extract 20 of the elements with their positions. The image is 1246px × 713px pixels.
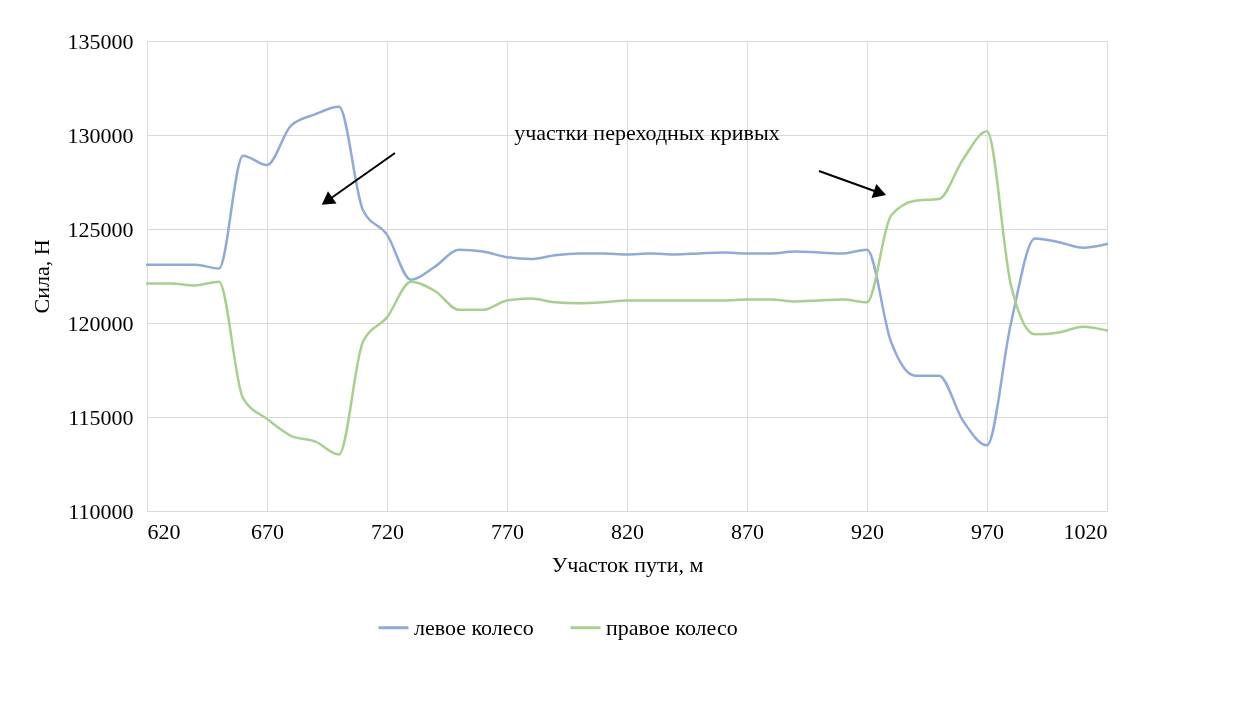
x-tick-label: 870 <box>731 518 764 544</box>
x-tick-label: 820 <box>611 518 644 544</box>
y-tick-label: 115000 <box>68 404 134 430</box>
y-tick-label: 135000 <box>67 28 134 54</box>
x-tick-label: 770 <box>491 518 524 544</box>
x-axis-title: Участок пути, м <box>551 551 704 577</box>
annotation: участки переходных кривых <box>514 120 780 145</box>
y-tick-label: 120000 <box>67 310 134 336</box>
x-tick-label: 970 <box>971 518 1004 544</box>
y-tick-label: 130000 <box>67 122 134 148</box>
x-tick-label: 620 <box>147 518 181 544</box>
y-tick-label: 110000 <box>68 498 134 524</box>
x-tick-label: 920 <box>851 518 884 544</box>
x-tick-label: 720 <box>371 518 404 544</box>
legend-label: левое колесо <box>414 614 534 640</box>
legend-label: правое колесо <box>606 614 738 640</box>
x-tick-label: 1020 <box>1063 518 1108 544</box>
y-axis-title: Сила, Н <box>28 239 54 314</box>
x-tick-label: 670 <box>251 518 284 544</box>
y-tick-label: 125000 <box>67 216 134 242</box>
